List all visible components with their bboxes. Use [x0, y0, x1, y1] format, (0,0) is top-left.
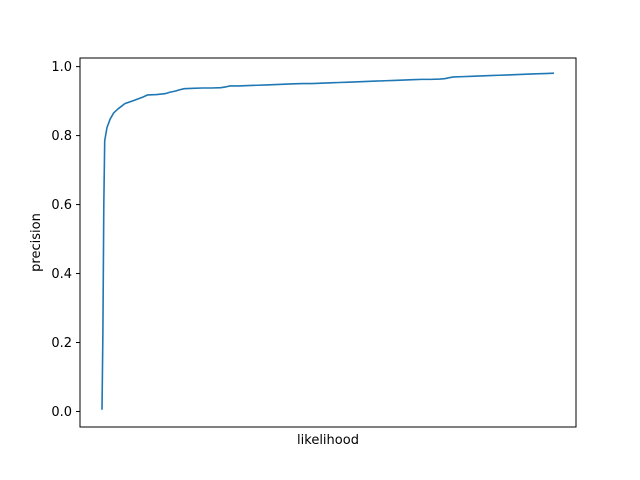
- y-axis-ticks: 0.0 0.2 0.4 0.6 0.8 1.0: [51, 60, 80, 420]
- y-tick-label: 1.0: [51, 60, 72, 75]
- y-tick-label: 0.0: [51, 405, 72, 420]
- y-tick-label: 0.8: [51, 129, 72, 144]
- plot-area-background: [80, 58, 576, 427]
- y-tick-label: 0.6: [51, 198, 72, 213]
- x-axis-label: likelihood: [297, 433, 359, 448]
- y-axis-label: precision: [29, 213, 44, 272]
- plot-frame: [79, 57, 577, 428]
- series-line: [101, 72, 555, 410]
- y-tick-label: 0.2: [51, 336, 72, 351]
- y-tick-label: 0.4: [51, 267, 72, 282]
